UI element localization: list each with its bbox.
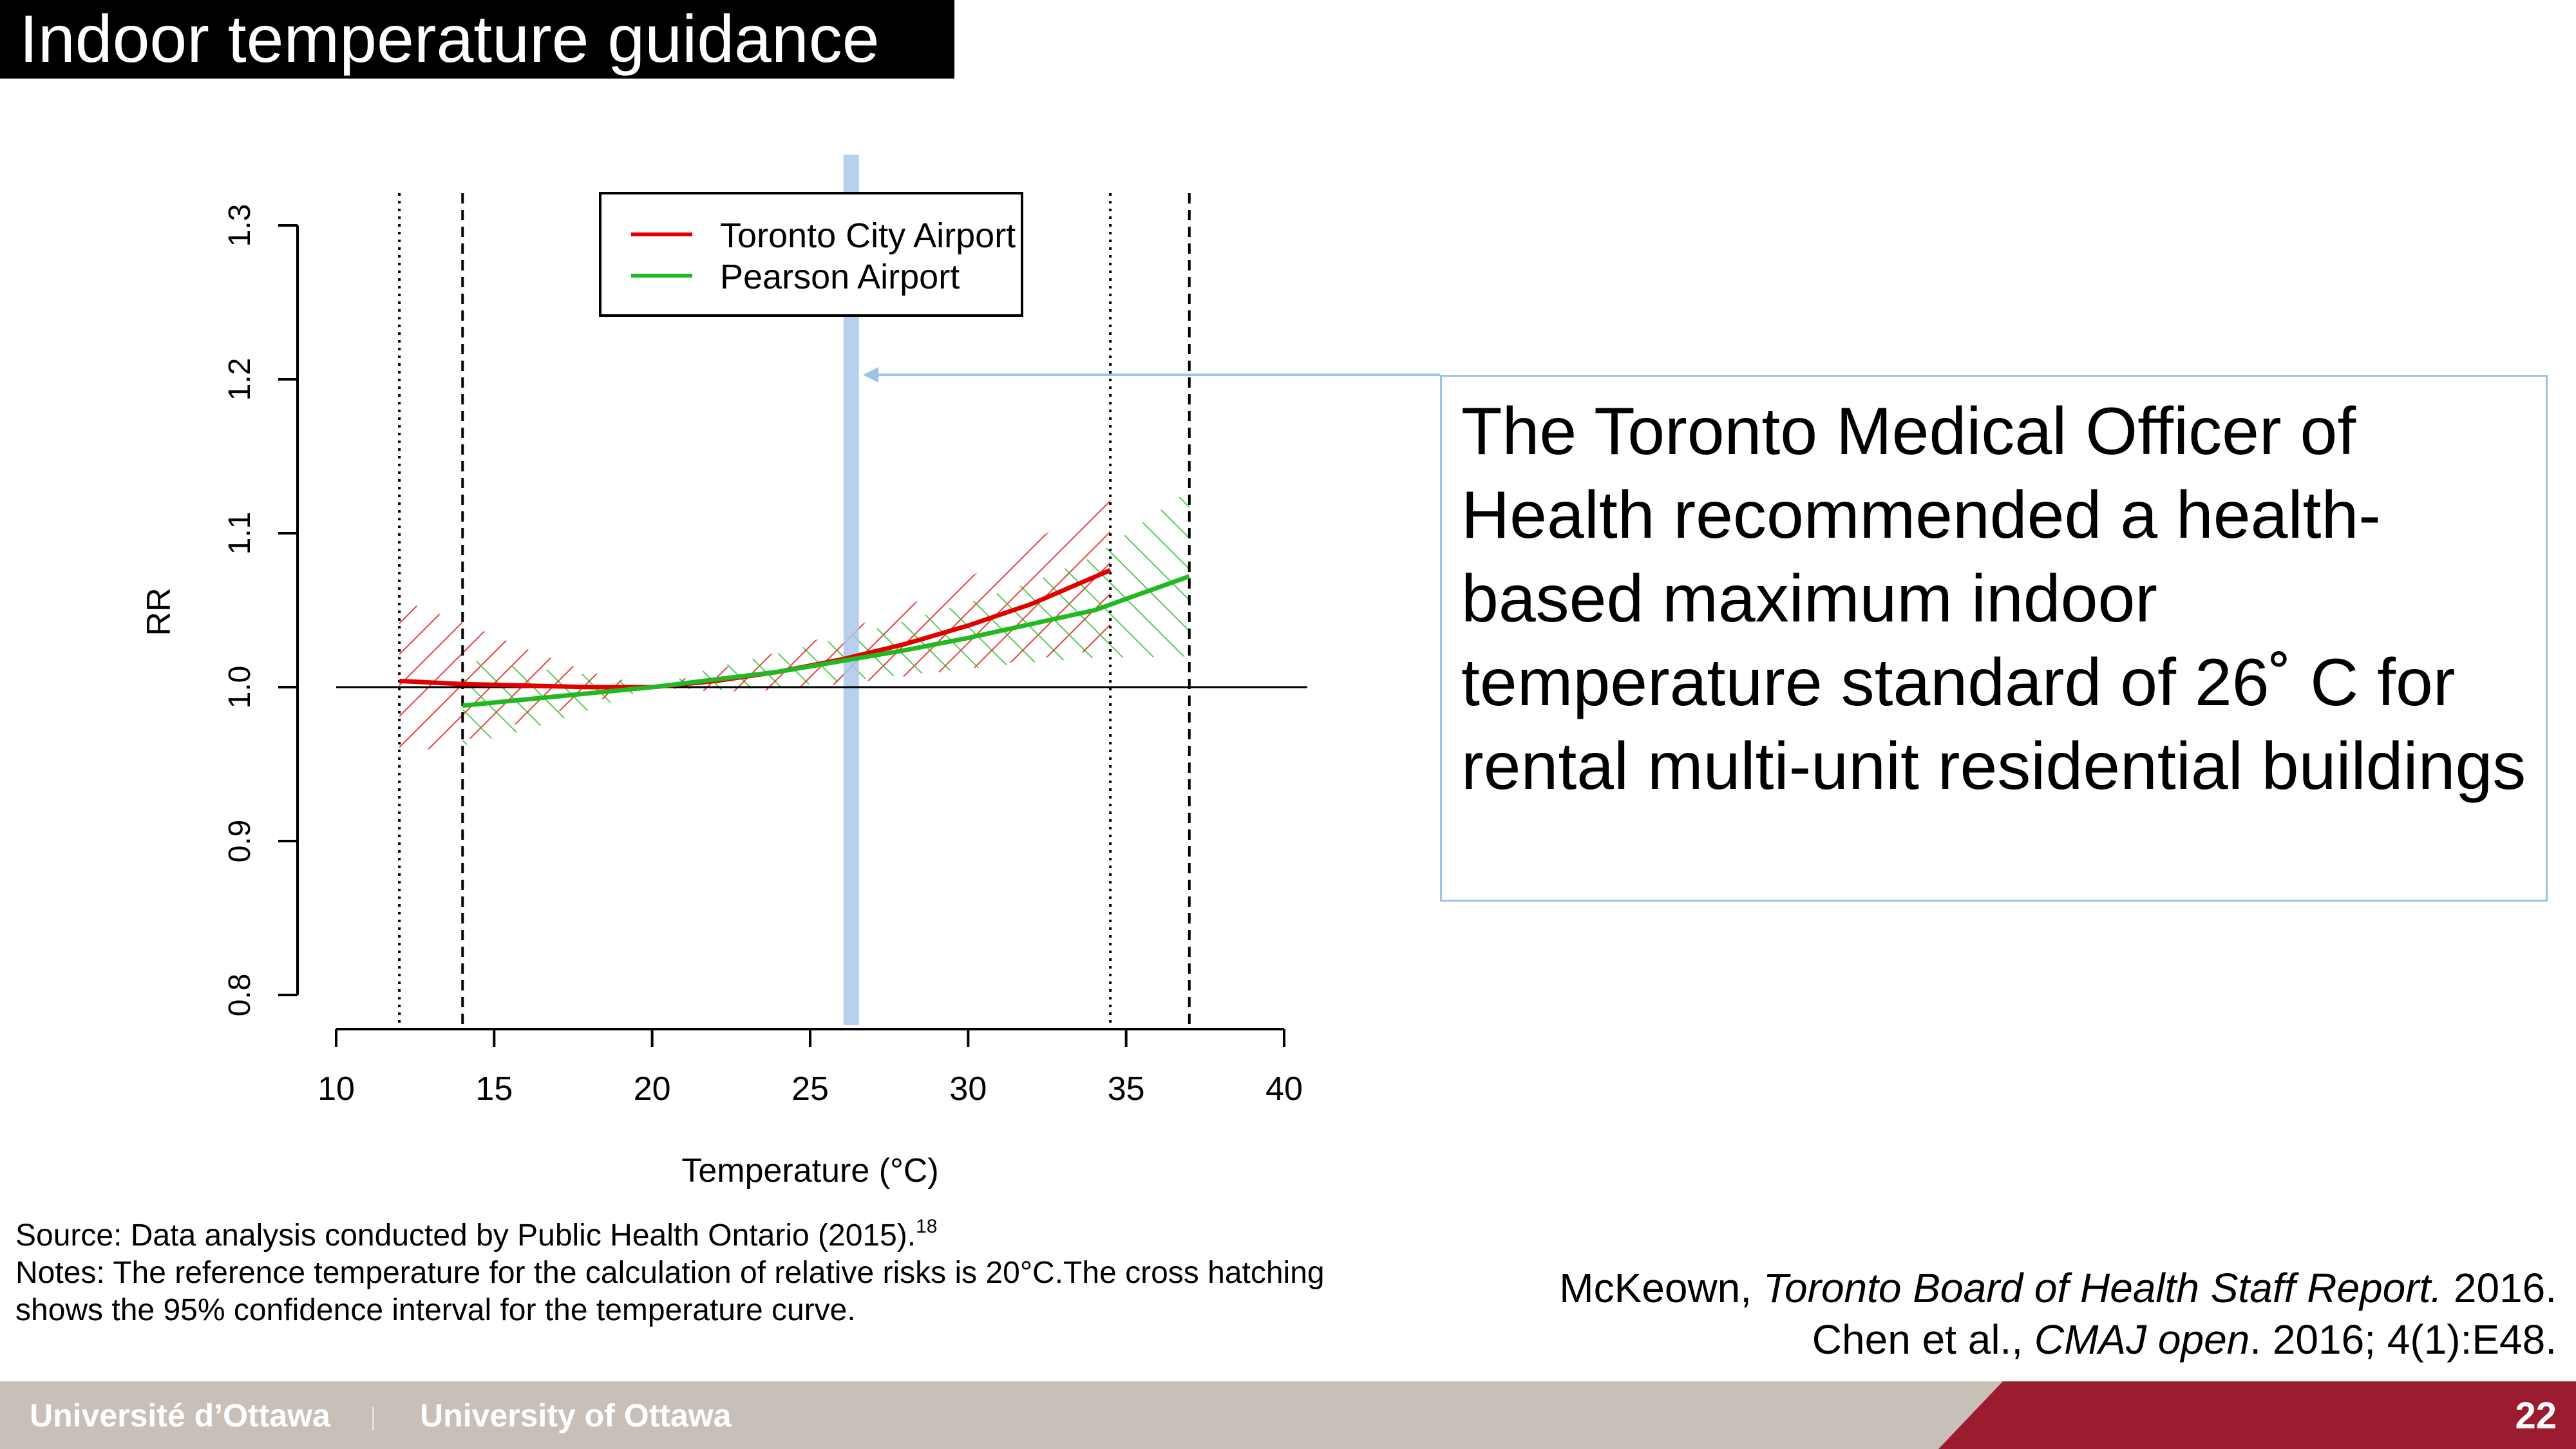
y-tick-label: 1.3 <box>223 204 257 247</box>
ref1-year: 2016. <box>2442 1265 2557 1311</box>
y-tick-label: 0.9 <box>223 820 257 863</box>
x-tick-label: 10 <box>317 1070 355 1108</box>
source-text: Source: Data analysis conducted by Publi… <box>15 1218 916 1253</box>
notes-line-2: shows the 95% confidence interval for th… <box>15 1293 856 1327</box>
source-line: Source: Data analysis conducted by Publi… <box>15 1216 1432 1255</box>
title-bar: Indoor temperature guidance <box>0 0 954 79</box>
notes-line-1: Notes: The reference temperature for the… <box>15 1256 1325 1290</box>
source-footnote: 18 <box>916 1216 938 1237</box>
ref2-rest: . 2016; 4(1):E48. <box>2249 1316 2557 1363</box>
x-tick-label: 20 <box>634 1070 671 1108</box>
series-curves <box>399 568 1190 708</box>
legend: Toronto City Airport Pearson Airport <box>599 192 1023 317</box>
callout-box: The Toronto Medical Officer of Health re… <box>1440 375 2548 902</box>
confidence-bands <box>399 490 1189 757</box>
footer-bar: Université d’Ottawa University of Ottawa… <box>0 1381 2576 1449</box>
references: McKeown, Toronto Board of Health Staff R… <box>1559 1262 2557 1365</box>
ci-band-pearson <box>462 490 1189 746</box>
footer-red-accent <box>1938 1381 2576 1449</box>
y-tick-label: 1.1 <box>223 512 257 555</box>
university-name-fr: Université d’Ottawa <box>30 1397 330 1434</box>
ref1-title: Toronto Board of Health Staff Report. <box>1763 1265 2443 1311</box>
x-tick-label: 35 <box>1108 1070 1145 1108</box>
source-notes: Source: Data analysis conducted by Publi… <box>15 1216 1432 1329</box>
callout-arrow-head <box>863 367 878 383</box>
y-tick-label: 1.0 <box>223 666 257 709</box>
x-tick-label: 40 <box>1265 1070 1303 1108</box>
callout-text: The Toronto Medical Officer of Health re… <box>1461 394 2526 804</box>
y-axis-label: RR <box>140 587 178 636</box>
x-tick-label: 30 <box>949 1070 987 1108</box>
legend-box <box>599 192 1023 317</box>
x-axis-label: Temperature (°C) <box>681 1152 938 1189</box>
legend-label-toronto: Toronto City Airport <box>720 216 1016 255</box>
ref2-author: Chen et al., <box>1812 1316 2034 1363</box>
y-tick-label: 0.8 <box>223 974 257 1017</box>
reference-2: Chen et al., CMAJ open. 2016; 4(1):E48. <box>1559 1314 2557 1365</box>
legend-label-pearson: Pearson Airport <box>720 258 960 296</box>
ref2-title: CMAJ open <box>2034 1316 2250 1363</box>
university-name-en: University of Ottawa <box>420 1397 732 1434</box>
callout-arrow <box>863 367 1440 383</box>
ref1-author: McKeown, <box>1559 1265 1763 1311</box>
temperature-rr-chart: 0.8 0.9 1.0 1.1 1.2 1.3 10 15 20 25 30 35 40 Toronto… <box>140 155 1440 1189</box>
x-tick-label: 15 <box>475 1070 513 1108</box>
slide-title: Indoor temperature guidance <box>19 2 880 77</box>
threshold-lines <box>398 193 1191 1025</box>
page-number: 22 <box>2515 1395 2557 1437</box>
axes: 0.8 0.9 1.0 1.1 1.2 1.3 10 15 20 25 30 35 40 <box>223 204 1303 1108</box>
y-tick-label: 1.2 <box>223 358 257 401</box>
series-line-pearson <box>462 574 1190 708</box>
footer-separator <box>372 1407 374 1430</box>
reference-1: McKeown, Toronto Board of Health Staff R… <box>1559 1262 2557 1314</box>
x-tick-label: 25 <box>791 1070 829 1108</box>
